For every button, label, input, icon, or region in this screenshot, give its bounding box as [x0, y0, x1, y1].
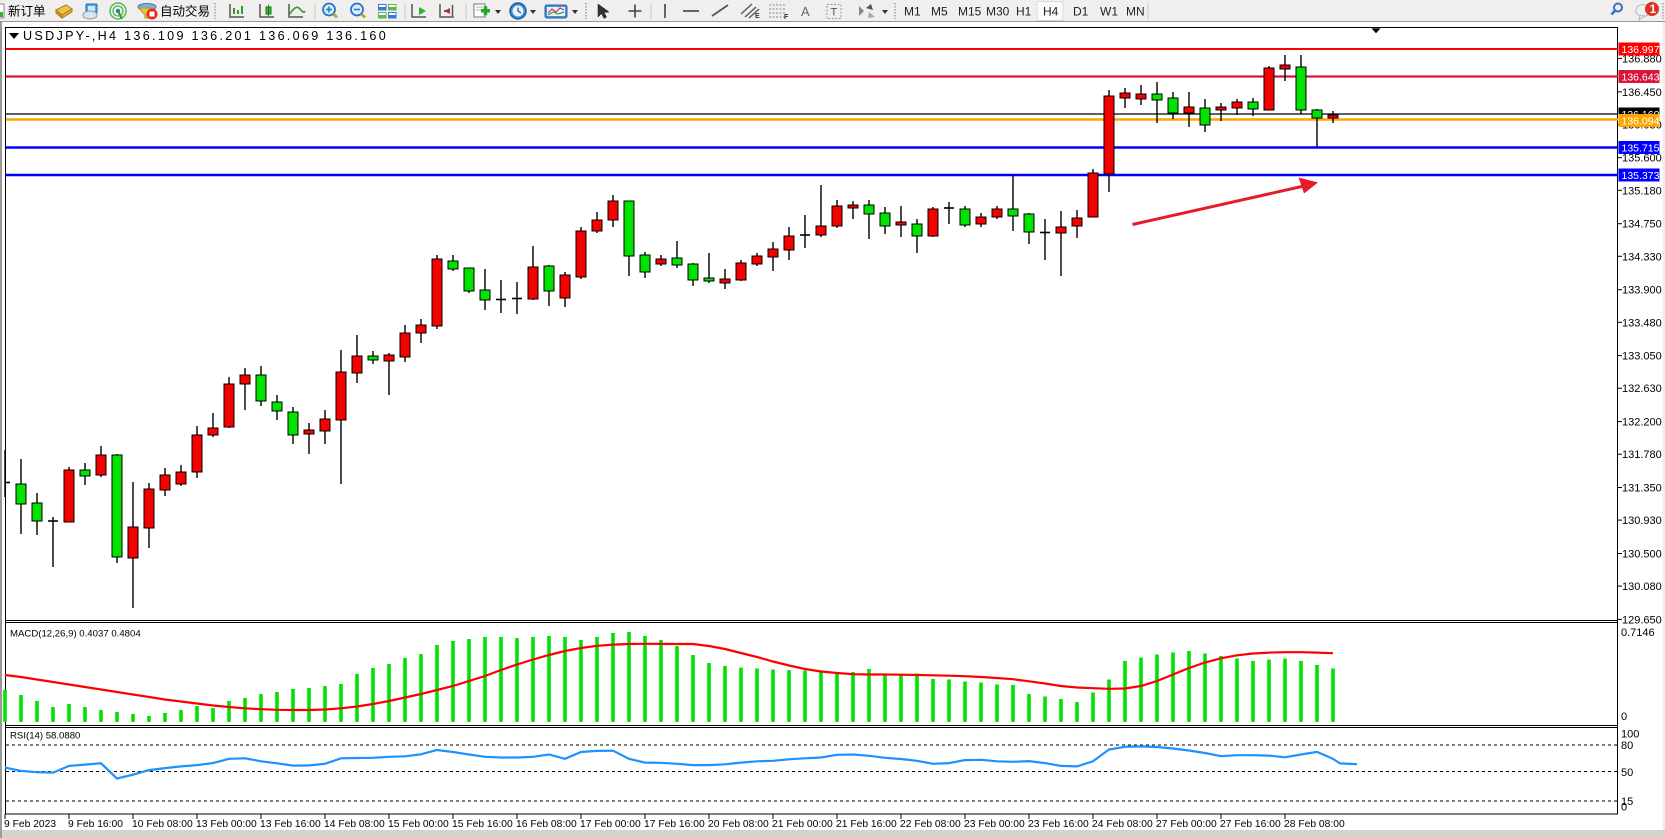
svg-text:13 Feb 16:00: 13 Feb 16:00 [260, 819, 321, 830]
svg-text:H1: H1 [1016, 5, 1032, 19]
svg-text:136.997: 136.997 [1622, 44, 1660, 56]
svg-text:20 Feb 08:00: 20 Feb 08:00 [708, 819, 769, 830]
svg-text:A: A [801, 4, 810, 19]
svg-text:21 Feb 16:00: 21 Feb 16:00 [836, 819, 897, 830]
svg-text:15: 15 [1621, 796, 1633, 808]
svg-text:15 Feb 16:00: 15 Feb 16:00 [452, 819, 513, 830]
svg-text:14 Feb 08:00: 14 Feb 08:00 [324, 819, 385, 830]
svg-text:132.630: 132.630 [1622, 383, 1662, 395]
svg-text:M30: M30 [986, 5, 1010, 19]
svg-text:135.600: 135.600 [1622, 153, 1662, 165]
svg-text:1: 1 [1650, 4, 1657, 16]
svg-text:新订单: 新订单 [8, 4, 46, 19]
svg-text:MN: MN [1126, 5, 1145, 19]
svg-text:27 Feb 00:00: 27 Feb 00:00 [1156, 819, 1217, 830]
svg-text:134.330: 134.330 [1622, 251, 1662, 263]
svg-text:133.900: 133.900 [1622, 285, 1662, 297]
svg-text:0: 0 [1621, 801, 1627, 813]
svg-text:136.643: 136.643 [1622, 72, 1660, 84]
svg-text:50: 50 [1621, 767, 1633, 779]
svg-text:MACD(12,26,9) 0.4037 0.4804: MACD(12,26,9) 0.4037 0.4804 [10, 629, 141, 640]
svg-text:24 Feb 08:00: 24 Feb 08:00 [1092, 819, 1153, 830]
svg-text:131.350: 131.350 [1622, 483, 1662, 495]
svg-text:9 Feb 16:00: 9 Feb 16:00 [68, 819, 123, 830]
svg-text:10 Feb 08:00: 10 Feb 08:00 [132, 819, 193, 830]
svg-text:9 Feb 2023: 9 Feb 2023 [4, 819, 56, 830]
svg-text:136.094: 136.094 [1622, 116, 1660, 128]
svg-text:135.180: 135.180 [1622, 185, 1662, 197]
svg-text:W1: W1 [1100, 5, 1118, 19]
svg-text:0: 0 [1621, 711, 1627, 723]
svg-text:T: T [831, 7, 838, 19]
svg-text:M15: M15 [958, 5, 982, 19]
svg-text:100: 100 [1621, 729, 1639, 741]
svg-text:134.750: 134.750 [1622, 219, 1662, 231]
svg-text:80: 80 [1621, 740, 1633, 752]
svg-text:136.450: 136.450 [1622, 87, 1662, 99]
svg-text:自动交易: 自动交易 [160, 4, 210, 19]
svg-text:17 Feb 00:00: 17 Feb 00:00 [580, 819, 641, 830]
svg-text:E: E [755, 13, 760, 20]
svg-text:136.880: 136.880 [1622, 53, 1662, 65]
svg-text:RSI(14) 58.0880: RSI(14) 58.0880 [10, 731, 80, 742]
svg-text:131.780: 131.780 [1622, 449, 1662, 461]
svg-text:23 Feb 00:00: 23 Feb 00:00 [964, 819, 1025, 830]
svg-text:23 Feb 16:00: 23 Feb 16:00 [1028, 819, 1089, 830]
svg-text:21 Feb 00:00: 21 Feb 00:00 [772, 819, 833, 830]
svg-text:D1: D1 [1073, 5, 1089, 19]
svg-text:133.050: 133.050 [1622, 351, 1662, 363]
svg-text:USDJPY-,H4 136.109 136.201 13: USDJPY-,H4 136.109 136.201 136.069 136.1… [23, 29, 388, 43]
svg-text:F: F [784, 14, 789, 21]
svg-text:16 Feb 08:00: 16 Feb 08:00 [516, 819, 577, 830]
svg-text:22 Feb 08:00: 22 Feb 08:00 [900, 819, 961, 830]
svg-text:135.373: 135.373 [1622, 170, 1660, 182]
svg-text:M1: M1 [904, 5, 921, 19]
svg-text:15 Feb 00:00: 15 Feb 00:00 [388, 819, 449, 830]
svg-text:132.200: 132.200 [1622, 417, 1662, 429]
svg-text:13 Feb 00:00: 13 Feb 00:00 [196, 819, 257, 830]
svg-text:129.650: 129.650 [1622, 614, 1662, 626]
svg-text:M5: M5 [931, 5, 948, 19]
svg-text:133.480: 133.480 [1622, 317, 1662, 329]
svg-text:135.715: 135.715 [1622, 143, 1660, 155]
svg-text:0.7146: 0.7146 [1621, 627, 1655, 639]
svg-text:H4: H4 [1043, 5, 1059, 19]
svg-text:17 Feb 16:00: 17 Feb 16:00 [644, 819, 705, 830]
svg-text:130.080: 130.080 [1622, 581, 1662, 593]
svg-text:130.500: 130.500 [1622, 549, 1662, 561]
svg-text:27 Feb 16:00: 27 Feb 16:00 [1220, 819, 1281, 830]
svg-text:130.930: 130.930 [1622, 515, 1662, 527]
svg-text:28 Feb 08:00: 28 Feb 08:00 [1284, 819, 1345, 830]
